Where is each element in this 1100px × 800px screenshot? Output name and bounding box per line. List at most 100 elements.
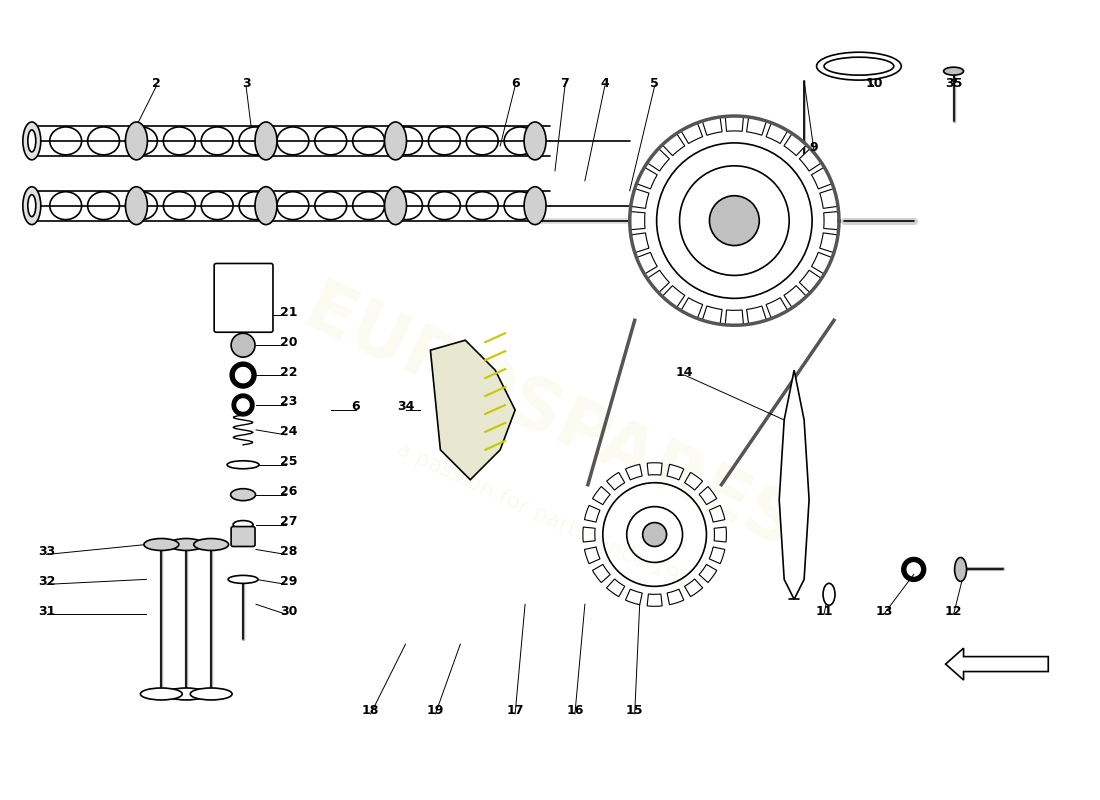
Ellipse shape [125, 186, 147, 225]
Ellipse shape [944, 67, 964, 75]
FancyBboxPatch shape [214, 263, 273, 332]
Ellipse shape [385, 122, 407, 160]
Ellipse shape [255, 122, 277, 160]
Ellipse shape [23, 122, 41, 160]
Wedge shape [626, 589, 642, 605]
Ellipse shape [823, 583, 835, 606]
Wedge shape [647, 462, 662, 475]
Wedge shape [667, 589, 684, 605]
Wedge shape [630, 189, 649, 208]
Text: 24: 24 [280, 426, 298, 438]
Text: 17: 17 [506, 705, 524, 718]
Ellipse shape [28, 130, 36, 152]
Wedge shape [637, 252, 658, 274]
Circle shape [642, 522, 667, 546]
Text: 15: 15 [626, 705, 644, 718]
Wedge shape [681, 298, 703, 318]
Ellipse shape [524, 122, 546, 160]
Ellipse shape [125, 122, 147, 160]
Ellipse shape [125, 192, 157, 220]
Text: 35: 35 [945, 77, 962, 90]
Ellipse shape [353, 192, 385, 220]
Wedge shape [702, 306, 722, 324]
Wedge shape [784, 134, 806, 156]
Wedge shape [766, 122, 788, 143]
Wedge shape [812, 167, 833, 189]
Ellipse shape [390, 127, 422, 155]
Text: 32: 32 [39, 575, 55, 588]
Wedge shape [647, 594, 662, 606]
Wedge shape [662, 134, 685, 156]
Text: 4: 4 [601, 77, 609, 90]
Ellipse shape [524, 186, 546, 225]
Text: EUROSPARES: EUROSPARES [293, 275, 807, 565]
Ellipse shape [315, 127, 346, 155]
Wedge shape [593, 486, 611, 505]
Wedge shape [647, 149, 670, 171]
Ellipse shape [466, 127, 498, 155]
Wedge shape [766, 298, 788, 318]
Wedge shape [702, 117, 722, 135]
Ellipse shape [955, 558, 967, 582]
Wedge shape [606, 472, 625, 490]
Ellipse shape [88, 127, 120, 155]
Wedge shape [606, 579, 625, 597]
Ellipse shape [824, 57, 894, 75]
Wedge shape [647, 270, 670, 293]
Ellipse shape [228, 575, 258, 583]
Text: 27: 27 [280, 515, 298, 528]
Text: a passion for parts since 1985: a passion for parts since 1985 [393, 439, 707, 600]
Ellipse shape [227, 461, 258, 469]
Ellipse shape [504, 127, 536, 155]
Text: 10: 10 [865, 77, 882, 90]
Text: 13: 13 [876, 605, 892, 618]
Wedge shape [800, 149, 822, 171]
Circle shape [710, 196, 759, 246]
Ellipse shape [50, 192, 81, 220]
Wedge shape [593, 565, 611, 582]
Ellipse shape [385, 186, 407, 225]
Wedge shape [637, 167, 658, 189]
Ellipse shape [144, 538, 179, 550]
Wedge shape [584, 506, 600, 522]
Text: 6: 6 [351, 401, 360, 414]
Wedge shape [820, 233, 838, 253]
Text: 14: 14 [675, 366, 693, 378]
Ellipse shape [50, 127, 81, 155]
Text: 18: 18 [362, 705, 380, 718]
Ellipse shape [315, 192, 346, 220]
Ellipse shape [163, 127, 195, 155]
Text: 20: 20 [280, 336, 298, 349]
Wedge shape [700, 486, 717, 505]
Wedge shape [800, 270, 822, 293]
Ellipse shape [190, 688, 232, 700]
Ellipse shape [428, 127, 460, 155]
Ellipse shape [168, 538, 204, 550]
Wedge shape [820, 189, 838, 208]
Text: 11: 11 [815, 605, 833, 618]
Wedge shape [710, 547, 725, 564]
Text: 31: 31 [39, 605, 55, 618]
Wedge shape [747, 306, 767, 324]
Wedge shape [747, 117, 767, 135]
Ellipse shape [353, 127, 385, 155]
Text: 30: 30 [280, 605, 298, 618]
Text: 28: 28 [280, 545, 298, 558]
Ellipse shape [194, 538, 229, 550]
Ellipse shape [201, 127, 233, 155]
Text: 16: 16 [566, 705, 584, 718]
Text: 2: 2 [152, 77, 161, 90]
Wedge shape [681, 122, 703, 143]
Wedge shape [700, 565, 717, 582]
Ellipse shape [277, 127, 309, 155]
Ellipse shape [233, 521, 253, 529]
Polygon shape [430, 340, 515, 480]
Ellipse shape [239, 192, 271, 220]
Wedge shape [784, 286, 806, 308]
Wedge shape [583, 527, 595, 542]
Text: 23: 23 [280, 395, 298, 409]
Wedge shape [662, 286, 685, 308]
Text: 25: 25 [280, 455, 298, 468]
Wedge shape [684, 472, 703, 490]
Wedge shape [725, 116, 744, 131]
